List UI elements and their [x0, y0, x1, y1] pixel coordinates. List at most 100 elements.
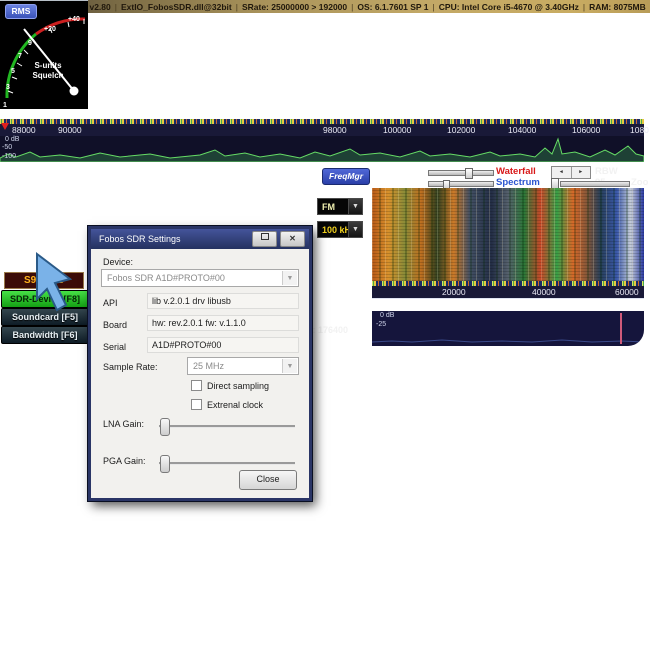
svg-text:7: 7 — [18, 53, 22, 60]
fobos-settings-dialog: Fobos SDR Settings ✕ Device: Fobos SDR A… — [87, 225, 313, 502]
lna-gain-label: LNA Gain: — [103, 419, 145, 429]
squelch-label: Squelch — [32, 71, 64, 80]
svg-text:+20: +20 — [44, 26, 56, 33]
api-label: API — [103, 298, 118, 308]
spectrum-lower-slider[interactable] — [428, 180, 494, 190]
zoom-label: Zoo — [631, 177, 649, 188]
lna-gain-slider[interactable] — [159, 418, 295, 436]
db-label: 0 dB — [5, 136, 20, 143]
device-label: Device: — [103, 257, 134, 267]
waterfall-contrast-buttons[interactable]: ◄ ► — [551, 166, 591, 179]
bottom-peak-strip — [372, 281, 644, 286]
board-label: Board — [103, 320, 128, 330]
spectrum-label: Spectrum — [496, 177, 540, 188]
slider-thumb[interactable] — [160, 455, 170, 473]
ram-info: RAM: 8075MB — [589, 1, 646, 12]
chevron-down-icon[interactable]: ▼ — [348, 222, 362, 237]
svg-text:9: 9 — [28, 40, 32, 47]
zoom-slider[interactable] — [560, 181, 630, 187]
svg-text:1: 1 — [3, 102, 7, 109]
waterfall-upper-slider[interactable] — [428, 168, 494, 179]
tuning-step-combo[interactable]: 100 kHz ▼ — [317, 221, 363, 238]
mode-combo[interactable]: FM ▼ — [317, 198, 363, 215]
slider-thumb[interactable] — [465, 168, 473, 179]
device-combo[interactable]: Fobos SDR A1D#PROTO#00 ▼ — [101, 269, 299, 287]
zoomed-waterfall[interactable] — [372, 188, 644, 281]
upper-frequency-scale[interactable]: 88000 90000 98000 100000 102000 104000 1… — [0, 124, 649, 136]
bandwidth-button[interactable]: Bandwidth [F6] — [1, 326, 89, 344]
sample-rate-value: 25 MHz — [193, 361, 225, 371]
spectrum-trace — [372, 313, 644, 344]
close-button[interactable]: Close — [239, 470, 297, 490]
app-titlebar: HDSDR [default] v2.80 | ExtIO_FobosSDR.d… — [0, 0, 650, 13]
device-value: Fobos SDR A1D#PROTO#00 — [107, 273, 225, 283]
freq-label: 104000 — [508, 125, 537, 135]
direct-sampling-checkbox[interactable]: Direct sampling — [191, 380, 269, 391]
serial-value: A1D#PROTO#00 — [147, 337, 299, 353]
right-arrow-icon[interactable]: ► — [578, 169, 584, 175]
titlebar-separator: | — [235, 1, 238, 12]
zoomed-spectrum[interactable]: 0 dB -25 — [372, 311, 644, 346]
spectrum-peak-strip — [0, 119, 644, 124]
titlebar-separator: | — [432, 1, 435, 12]
serial-label: Serial — [103, 342, 127, 352]
pga-gain-label: PGA Gain: — [103, 456, 146, 466]
svg-text:+40: +40 — [68, 16, 80, 23]
s-units-label: S-units — [34, 61, 62, 70]
freq-label: 102000 — [447, 125, 476, 135]
db-label: -25 — [376, 321, 387, 328]
freq-label: 40000 — [532, 287, 556, 297]
board-value: hw: rev.2.0.1 fw: v.1.1.0 — [147, 315, 299, 331]
checkbox-icon[interactable] — [191, 380, 202, 391]
s-meter-dial: 1 3 5 7 9 +20 +40 — [3, 16, 86, 109]
freq-label: 100000 — [383, 125, 412, 135]
close-icon: ✕ — [289, 234, 296, 243]
freq-label: 1080 — [630, 125, 649, 135]
s-meter[interactable]: 1 3 5 7 9 +20 +40 RMS S-units Squelch — [0, 0, 88, 109]
db-label: -100 — [2, 153, 17, 160]
checkbox-label: Extrenal clock — [207, 399, 264, 410]
checkbox-label: Direct sampling — [207, 380, 270, 391]
mouse-cursor-icon — [36, 252, 73, 312]
titlebar-separator: | — [582, 1, 586, 12]
os-info: OS: 6.1.7601 SP 1 — [357, 1, 429, 12]
upper-spectrum[interactable]: 0 dB -50 -100 — [0, 136, 645, 163]
dialog-body: Device: Fobos SDR A1D#PROTO#00 ▼ API lib… — [91, 249, 309, 498]
close-window-button[interactable]: ✕ — [280, 231, 305, 247]
fm-bandwidth-readout: FM-BW: 176400 — [281, 325, 348, 335]
sample-rate-combo[interactable]: 25 MHz ▼ — [187, 357, 299, 375]
tune-marker-icon[interactable] — [1, 123, 9, 130]
freqmgr-button[interactable]: FreqMgr — [322, 168, 370, 185]
titlebar-separator: | — [114, 1, 117, 12]
dialog-titlebar[interactable]: Fobos SDR Settings ✕ — [91, 229, 309, 249]
pga-gain-slider[interactable] — [159, 455, 295, 473]
freq-label: 90000 — [58, 125, 82, 135]
mode-value: FM — [322, 202, 335, 212]
waterfall-texture — [372, 188, 644, 281]
left-arrow-icon[interactable]: ◄ — [552, 167, 572, 178]
restore-icon — [260, 233, 269, 240]
slider-thumb[interactable] — [160, 418, 170, 436]
external-clock-checkbox[interactable]: Extrenal clock — [191, 399, 263, 410]
bottom-frequency-scale[interactable]: 20000 40000 60000 — [372, 286, 644, 299]
chevron-down-icon: ▼ — [282, 359, 297, 373]
api-value: lib v.2.0.1 drv libusb — [147, 293, 299, 309]
db-label: -50 — [2, 144, 13, 151]
chevron-down-icon[interactable]: ▼ — [348, 199, 362, 214]
restore-window-button[interactable] — [252, 231, 277, 247]
freq-label: 88000 — [12, 125, 36, 135]
waterfall-label: Waterfall — [496, 166, 536, 177]
sample-rate-label: Sample Rate: — [103, 362, 158, 372]
dialog-title: Fobos SDR Settings — [99, 234, 181, 244]
chevron-down-icon: ▼ — [282, 271, 297, 285]
cpu-info: CPU: Intel Core i5-4670 @ 3.40GHz — [438, 1, 579, 12]
svg-text:3: 3 — [6, 84, 10, 91]
freq-label: 60000 — [615, 287, 639, 297]
checkbox-icon[interactable] — [191, 399, 202, 410]
soundcard-button[interactable]: Soundcard [F5] — [1, 308, 89, 326]
titlebar-separator: | — [351, 1, 354, 12]
db-label: 0 dB — [380, 312, 395, 319]
spectrum-trace — [0, 137, 645, 163]
meter-mode-badge[interactable]: RMS — [5, 4, 37, 19]
freq-label: 20000 — [442, 287, 466, 297]
